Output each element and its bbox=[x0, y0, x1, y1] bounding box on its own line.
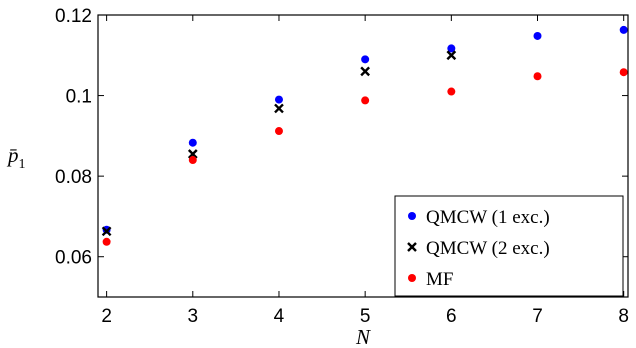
y-tick-label: 0.12 bbox=[55, 6, 92, 27]
data-point bbox=[619, 25, 628, 34]
plot-frame bbox=[97, 14, 629, 298]
y-tick-label: 0.1 bbox=[66, 87, 92, 108]
legend: QMCW (1 exc.) QMCW (2 exc.) MF bbox=[394, 195, 624, 297]
data-point bbox=[619, 68, 628, 77]
data-point bbox=[360, 66, 371, 77]
x-tick-label: 6 bbox=[446, 306, 457, 327]
data-point bbox=[102, 237, 111, 246]
legend-box bbox=[394, 195, 624, 297]
data-point bbox=[361, 55, 370, 64]
x-tick-label: 4 bbox=[274, 306, 285, 327]
legend-marker bbox=[408, 274, 416, 282]
legend-items: QMCW (1 exc.) QMCW (2 exc.) MF bbox=[407, 207, 550, 290]
x-axis-title: N bbox=[355, 325, 371, 348]
axis-ticks: 2 3 4 5 6 7 8 0.06 0.08 0.1 0.12 bbox=[55, 6, 629, 327]
x-tick-label: 2 bbox=[101, 306, 112, 327]
data-point bbox=[361, 96, 370, 105]
y-axis-title-main: p̄ bbox=[6, 143, 19, 167]
series-2 bbox=[101, 50, 457, 237]
data-point bbox=[446, 50, 457, 61]
y-axis-title: p̄1 bbox=[6, 143, 26, 172]
legend-marker bbox=[407, 242, 417, 252]
y-tick-label: 0.06 bbox=[55, 248, 92, 269]
y-axis-title-sub: 1 bbox=[19, 157, 26, 172]
data-point bbox=[274, 95, 283, 104]
legend-item: QMCW (1 exc.) bbox=[408, 207, 550, 228]
data-point bbox=[274, 127, 283, 136]
y-tick-label: 0.08 bbox=[55, 167, 92, 188]
x-tick-label: 7 bbox=[532, 306, 543, 327]
legend-marker bbox=[408, 212, 416, 220]
data-point bbox=[101, 226, 112, 237]
series-3 bbox=[102, 68, 628, 246]
legend-label: MF bbox=[426, 269, 453, 290]
data-points bbox=[101, 25, 628, 246]
legend-label: QMCW (2 exc.) bbox=[426, 238, 550, 259]
data-point bbox=[187, 149, 198, 159]
legend-item: MF bbox=[408, 269, 453, 290]
data-point bbox=[447, 87, 456, 96]
data-point bbox=[533, 72, 542, 81]
legend-item: QMCW (2 exc.) bbox=[407, 238, 550, 259]
x-tick-label: 3 bbox=[188, 306, 199, 327]
data-point bbox=[188, 138, 197, 147]
x-tick-label: 5 bbox=[360, 306, 371, 327]
data-point bbox=[188, 156, 197, 165]
data-point bbox=[533, 31, 542, 40]
data-point bbox=[447, 44, 456, 53]
legend-label: QMCW (1 exc.) bbox=[426, 207, 550, 228]
x-tick-label: 8 bbox=[618, 306, 629, 327]
data-point bbox=[274, 103, 284, 114]
